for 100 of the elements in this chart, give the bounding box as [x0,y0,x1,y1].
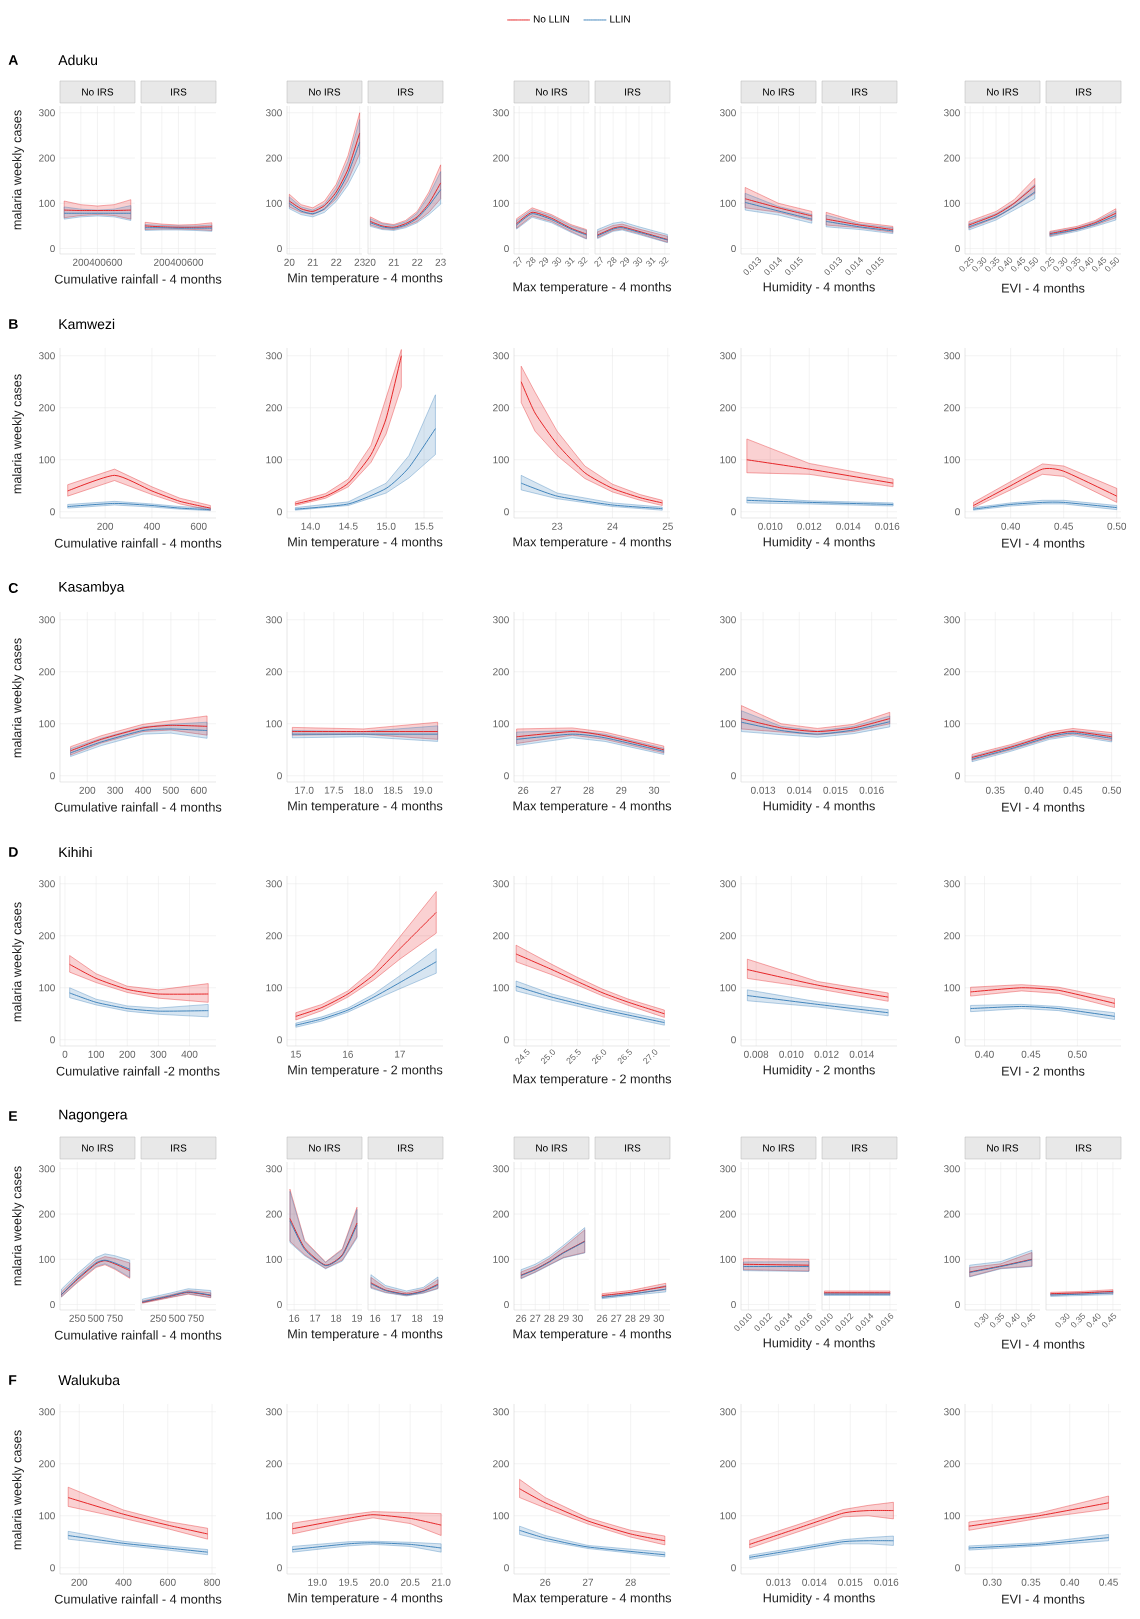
y-tick-label: 300 [492,352,509,360]
y-tick-label: 300 [943,352,960,360]
x-tick-label: 26 [518,786,529,794]
x-tick-label: 28 [625,1314,636,1322]
y-axis-title: malaria weekly cases [12,1166,24,1286]
y-tick-label: 0 [955,1301,960,1309]
y-tick-label: 300 [719,109,736,117]
x-tick-label: 27 [513,256,522,268]
x-tick-label: 15 [291,1050,301,1058]
x-axis-title: Max temperature - 2 months [513,1074,672,1086]
y-tick-label: 0 [277,1301,282,1309]
x-tick-label: 0.014 [849,1050,875,1058]
x-tick-label: 31 [565,257,575,267]
y-tick-label: 100 [39,1512,55,1520]
text: B [9,319,18,329]
x-tick-label: 0.008 [744,1050,769,1058]
text: E [9,1111,18,1121]
y-tick-label: 300 [38,880,55,888]
x-tick-label: 0.50 [1102,786,1122,794]
chart-subtitle: No IRS [763,88,795,96]
x-tick-label: 19 [433,1314,444,1322]
chart-title: Kamwezi [59,318,115,330]
y-tick-label: 300 [265,1165,282,1173]
y-tick-label: 300 [943,616,960,624]
y-tick-label: 200 [944,404,960,412]
y-tick-label: 200 [266,932,282,940]
line-series [67,1497,209,1535]
x-tick-label: 29 [558,1314,569,1322]
x-tick-label: 25 [662,522,673,530]
x-tick-label: 18 [412,1314,423,1322]
y-tick-label: 0 [504,772,509,780]
x-axis-title: Min temperature - 4 months [288,273,443,285]
x-tick-label: 20 [284,258,295,266]
x-axis-title: Humidity - 2 months [763,1065,875,1077]
y-tick-label: 200 [39,404,55,412]
x-axis-title: Humidity - 4 months [763,1338,875,1350]
x-tick-label: 750 [106,1314,123,1322]
text: C [8,583,18,593]
x-tick-label: 16 [370,1314,381,1322]
x-tick-label: 30 [653,1314,664,1322]
y-tick-label: 100 [944,1255,960,1263]
y-tick-label: 300 [492,109,509,117]
y-tick-label: 300 [38,616,55,624]
chart-subtitle: No IRS [82,88,114,96]
x-tick-label: 20.5 [400,1578,420,1586]
x-tick-label: 21 [388,258,399,266]
y-tick-label: 200 [266,154,282,162]
y-tick-label: 0 [731,245,736,253]
x-tick-label: 28 [625,1578,636,1586]
x-tick-label: 500 [88,1314,104,1322]
y-tick-label: 300 [38,1408,55,1416]
x-tick-label: 600 [190,786,207,794]
y-tick-label: 200 [944,932,960,940]
chart-subtitle: No IRS [987,88,1019,96]
y-tick-label: 200 [39,154,55,162]
y-tick-label: 0 [277,1036,282,1044]
y-tick-label: 100 [493,984,509,992]
y-tick-label: 0 [277,1564,282,1572]
y-tick-label: 200 [266,404,282,412]
x-tick-label: 0.010 [758,522,783,530]
y-tick-label: 200 [493,154,509,162]
x-axis-title: Min temperature - 2 months [288,1065,443,1077]
x-tick-label: 400 [181,1050,198,1058]
y-tick-label: 200 [720,154,736,162]
x-axis-title: EVI - 4 months [1002,1594,1085,1604]
x-axis-title: Min temperature - 4 months [288,1329,443,1341]
y-tick-label: 100 [266,199,282,207]
x-tick-label: 18 [331,1314,342,1322]
y-tick-label: 300 [38,352,55,360]
x-tick-label: 100 [88,1050,105,1058]
line-series [69,992,209,1012]
y-tick-label: 300 [492,616,509,624]
x-tick-label: 0.40 [975,1050,994,1058]
x-axis-title: Min temperature - 4 months [288,801,443,813]
x-axis-title: Humidity - 4 months [763,1593,875,1605]
chart-subtitle: IRS [171,1144,187,1152]
x-tick-label: 30 [633,257,643,267]
x-tick-label: 500 [162,786,179,794]
x-axis-title: Cumulative rainfall - 4 months [54,1330,222,1340]
y-tick-label: 0 [955,1036,960,1044]
y-tick-label: 0 [731,1036,736,1044]
x-tick-label: 0.015 [838,1578,863,1586]
x-tick-label: 27 [594,256,603,268]
x-tick-label: 23 [552,522,563,530]
x-tick-label: 17 [395,1050,405,1058]
line-series [69,963,209,995]
y-axis-title: malaria weekly cases [12,902,24,1022]
y-tick-label: 200 [944,1460,960,1468]
x-tick-label: 20 [365,258,376,266]
x-tick-label: 32 [578,257,588,267]
y-tick-label: 300 [492,1165,509,1173]
y-tick-label: 100 [493,720,509,728]
x-tick-label: 28 [526,257,536,268]
y-tick-label: 300 [943,880,960,888]
x-tick-label: 400 [134,786,151,794]
x-tick-label: 0.015 [823,786,848,794]
y-tick-label: 0 [50,1301,55,1309]
x-tick-label: 800 [204,1578,220,1586]
chart-subtitle: IRS [852,1144,868,1152]
y-tick-label: 200 [266,668,282,676]
